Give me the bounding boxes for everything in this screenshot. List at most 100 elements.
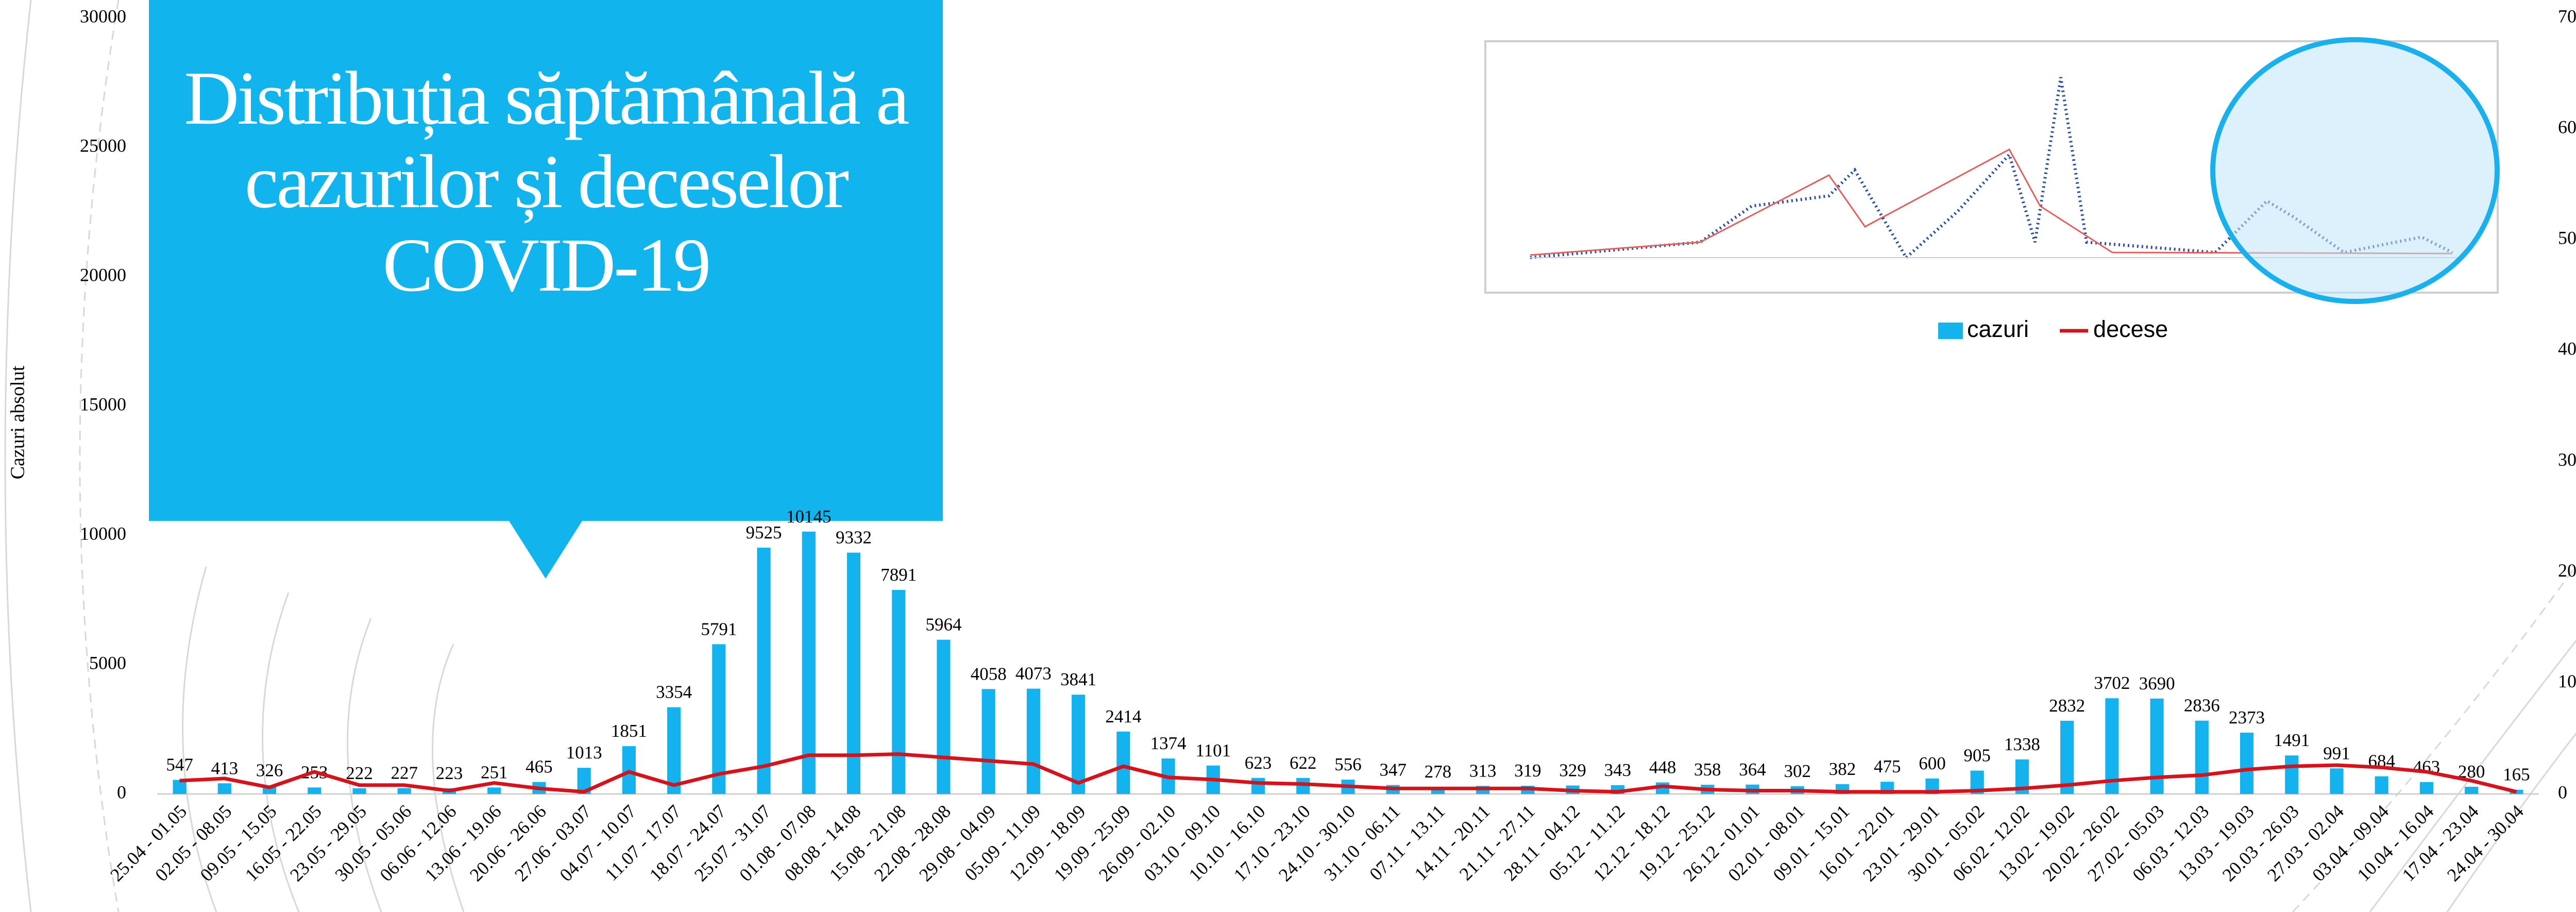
bar [487, 787, 501, 794]
bar-value-label: 347 [1379, 760, 1406, 780]
y-axis-title: Cazuri absolut [7, 365, 29, 479]
legend-swatch [1938, 323, 1963, 339]
bar-value-label: 313 [1469, 761, 1497, 781]
bar-value-label: 991 [2323, 743, 2350, 763]
bar-value-label: 556 [1334, 754, 1362, 774]
bar-value-label: 5791 [701, 619, 737, 639]
bar [757, 547, 771, 794]
bar-value-label: 10145 [786, 506, 832, 527]
bar-value-label: 1013 [566, 742, 602, 763]
bar-value-label: 2414 [1105, 706, 1141, 727]
bar [2465, 786, 2479, 794]
bar-value-label: 600 [1919, 753, 1946, 773]
bar-value-label: 251 [481, 762, 508, 782]
bar-value-label: 364 [1739, 759, 1766, 780]
y-tick-label: 0 [117, 782, 126, 802]
bar-value-label: 905 [1963, 746, 1991, 766]
bar [2060, 720, 2074, 794]
bar-value-label: 413 [211, 758, 239, 778]
y2-tick-label: 600 [2558, 116, 2576, 137]
bar [2240, 732, 2254, 794]
bar [2195, 720, 2209, 794]
bar [2510, 789, 2523, 794]
bar [352, 788, 366, 794]
bar-value-label: 3841 [1060, 669, 1096, 689]
bar-value-label: 7891 [880, 565, 917, 585]
line [179, 752, 2517, 794]
bar-value-label: 2832 [2049, 696, 2085, 716]
bar [1072, 695, 1086, 794]
bar [397, 788, 411, 794]
bar-value-label: 222 [346, 763, 373, 783]
bar [2105, 698, 2119, 794]
bar-value-label: 3702 [2094, 673, 2130, 693]
bar-value-label: 223 [436, 763, 463, 783]
bar [308, 787, 321, 794]
bar-value-label: 9332 [836, 528, 872, 548]
bar [1116, 731, 1130, 794]
bar-value-label: 343 [1604, 760, 1632, 780]
bar [1026, 688, 1040, 794]
y-tick-label: 5000 [89, 652, 126, 673]
bar-value-label: 2836 [2184, 696, 2220, 716]
bar-value-label: 1374 [1150, 733, 1187, 753]
bar [2419, 782, 2434, 794]
bar-value-label: 1101 [1195, 740, 1231, 761]
inset-image [1484, 37, 2500, 304]
bar [1251, 778, 1265, 794]
bar-value-label: 319 [1514, 761, 1541, 781]
y2-tick-label: 700 [2558, 6, 2576, 26]
bar-value-label: 547 [166, 755, 193, 775]
y2-tick-label: 300 [2558, 449, 2576, 470]
bar [937, 639, 951, 794]
bar [2375, 776, 2388, 794]
bar-value-label: 5964 [925, 615, 961, 635]
bar-value-label: 278 [1425, 762, 1452, 782]
bar [2285, 755, 2299, 794]
bar [981, 689, 995, 794]
bar [2330, 768, 2344, 794]
legend-label: decese [2093, 316, 2168, 342]
bar [892, 589, 906, 794]
bar-value-label: 227 [391, 763, 418, 783]
bar [802, 531, 816, 794]
bar-value-label: 623 [1245, 753, 1272, 773]
bar [667, 707, 681, 794]
bar-value-label: 9525 [746, 522, 782, 543]
bar [217, 783, 231, 794]
bar-value-label: 2373 [2229, 707, 2265, 728]
y-tick-label: 30000 [80, 6, 126, 26]
chart-title: Distribuția săptămânală a cazurilor și d… [184, 56, 909, 308]
bar-value-label: 165 [2503, 765, 2530, 785]
bar-value-label: 326 [256, 761, 283, 781]
y-tick-label: 20000 [80, 264, 126, 285]
bar-value-label: 465 [526, 757, 553, 777]
bar [2150, 698, 2164, 794]
bar-value-label: 622 [1290, 753, 1317, 773]
y2-tick-label: 200 [2558, 560, 2576, 581]
bar-value-label: 4073 [1015, 664, 1052, 684]
y2-tick-label: 100 [2558, 671, 2576, 691]
legend-label: cazuri [1967, 316, 2029, 342]
bar-value-label: 1851 [611, 721, 647, 741]
bar-value-label: 475 [1874, 756, 1901, 776]
bar-value-label: 1491 [2274, 730, 2310, 750]
bar-value-label: 1338 [2004, 734, 2040, 754]
y-tick-label: 10000 [80, 523, 126, 544]
title-bubble [149, 0, 943, 579]
bar-value-label: 358 [1694, 759, 1721, 780]
y-tick-label: 25000 [80, 135, 126, 156]
bar-value-label: 329 [1559, 761, 1586, 781]
y-tick-label: 15000 [80, 394, 126, 414]
bar-value-label: 448 [1649, 757, 1676, 778]
bar-value-label: 3354 [656, 682, 692, 702]
bar-value-label: 302 [1784, 761, 1811, 781]
bar [712, 644, 726, 794]
decorative-arcs [4, 0, 2576, 912]
y2-tick-label: 400 [2558, 339, 2576, 359]
bar-value-label: 3690 [2139, 673, 2175, 694]
bar-value-label: 4058 [971, 664, 1007, 684]
y2-tick-label: 500 [2558, 228, 2576, 248]
